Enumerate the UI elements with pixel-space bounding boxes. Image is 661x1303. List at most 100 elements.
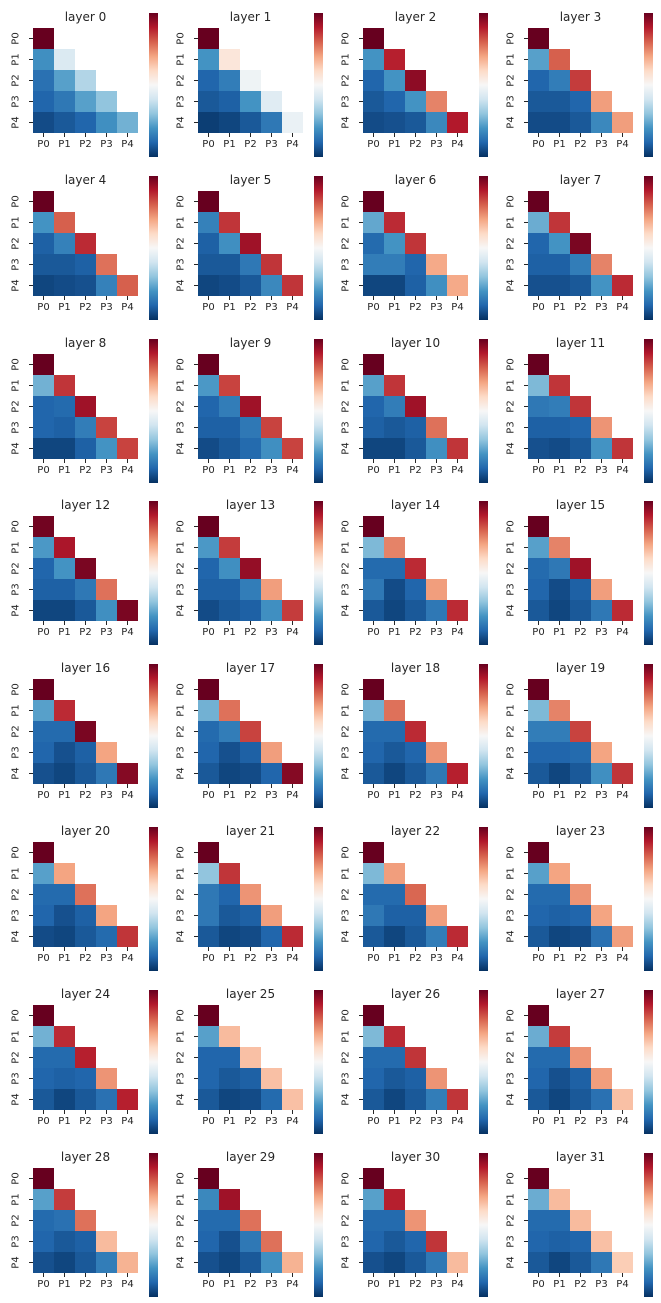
heatmap-cell bbox=[426, 274, 447, 296]
x-axis-tick-labels: P0 P1 P2 P3 P4 bbox=[528, 465, 633, 476]
colorbar bbox=[479, 1152, 488, 1297]
heatmap-cell bbox=[426, 537, 447, 558]
heatmap-cell bbox=[405, 416, 426, 438]
x-tick-mark bbox=[229, 295, 230, 300]
heatmap-cell bbox=[240, 1189, 261, 1210]
x-axis-tick-labels: P0 P1 P2 P3 P4 bbox=[33, 139, 138, 150]
y-tick-mark bbox=[524, 610, 528, 612]
y-tick-mark bbox=[359, 1077, 363, 1079]
heatmap-cell bbox=[54, 232, 75, 254]
x-tick-mark bbox=[394, 1109, 395, 1114]
heatmap-grid bbox=[528, 190, 633, 296]
heatmap-cell bbox=[54, 516, 75, 537]
y-tick-mark bbox=[524, 242, 528, 244]
x-tick-mark bbox=[436, 458, 437, 463]
heatmap-cell bbox=[426, 558, 447, 579]
y-tick-label: P3 bbox=[10, 1072, 22, 1085]
y-tick-label: P4 bbox=[340, 116, 352, 129]
heatmap-cell bbox=[75, 700, 96, 721]
heatmap-panel-8: layer 8 P0 P1 P2 P3 P4 P0 P1 P2 P3 P4 bbox=[0, 326, 165, 489]
y-tick-mark bbox=[359, 851, 363, 853]
heatmap-cell bbox=[54, 1025, 75, 1047]
heatmap-cell bbox=[219, 1188, 240, 1210]
heatmap-cell bbox=[570, 904, 591, 926]
panel-title: layer 12 bbox=[60, 498, 111, 513]
x-tick-label: P1 bbox=[553, 1115, 566, 1127]
y-tick-mark bbox=[194, 526, 198, 528]
heatmap-cell bbox=[405, 112, 426, 133]
x-tick-label: P0 bbox=[532, 627, 545, 639]
heatmap-cell bbox=[612, 417, 633, 438]
heatmap-grid bbox=[33, 28, 138, 133]
heatmap-cell bbox=[549, 374, 570, 396]
heatmap-cell bbox=[384, 49, 405, 70]
y-tick-label: P4 bbox=[10, 441, 22, 455]
heatmap-cell bbox=[528, 1230, 549, 1252]
x-tick-mark bbox=[538, 1109, 539, 1114]
y-tick-mark bbox=[359, 447, 363, 449]
heatmap-cell bbox=[54, 600, 75, 622]
heatmap-panel-6: layer 6 P0 P1 P2 P3 P4 P0 P1 P2 P3 P4 bbox=[330, 163, 495, 326]
x-tick-label: P2 bbox=[79, 301, 92, 313]
x-tick-label: P3 bbox=[100, 790, 113, 802]
heatmap-cell bbox=[384, 354, 405, 375]
y-tick-label: P2 bbox=[10, 74, 22, 87]
y-tick-label: P0 bbox=[175, 846, 187, 859]
y-tick-mark bbox=[524, 1219, 528, 1221]
heatmap-cell bbox=[528, 537, 549, 559]
y-tick-label: P2 bbox=[10, 1051, 22, 1064]
heatmap-cell bbox=[612, 1189, 633, 1210]
y-tick-label: P1 bbox=[505, 541, 517, 555]
heatmap-grid bbox=[198, 841, 303, 947]
x-tick-mark bbox=[127, 621, 128, 626]
y-tick-label: P0 bbox=[505, 1009, 517, 1022]
x-tick-label: P3 bbox=[100, 301, 113, 313]
heatmap-cell bbox=[75, 1088, 96, 1110]
y-tick-label: P3 bbox=[340, 746, 352, 759]
heatmap-cell bbox=[33, 49, 54, 70]
x-tick-mark bbox=[208, 295, 209, 300]
x-tick-mark bbox=[436, 784, 437, 789]
heatmap-panel-18: layer 18 P0 P1 P2 P3 P4 P0 P1 P2 P3 P4 bbox=[330, 651, 495, 814]
heatmap-cell bbox=[96, 253, 117, 275]
heatmap-cell bbox=[549, 70, 570, 91]
panel-title: layer 21 bbox=[225, 823, 276, 838]
colorbar bbox=[644, 13, 653, 157]
y-tick-mark bbox=[359, 589, 363, 591]
heatmap-cell bbox=[261, 70, 282, 91]
heatmap-cell bbox=[261, 884, 282, 905]
x-tick-mark bbox=[538, 621, 539, 626]
colorbar bbox=[479, 989, 488, 1134]
heatmap-panel-14: layer 14 P0 P1 P2 P3 P4 P0 P1 P2 P3 P4 bbox=[330, 488, 495, 651]
heatmap-cell bbox=[447, 1168, 468, 1189]
x-axis-tick-labels: P0 P1 P2 P3 P4 bbox=[528, 790, 633, 801]
x-tick-mark bbox=[580, 1272, 581, 1277]
heatmap-cell bbox=[33, 1167, 54, 1189]
heatmap-cell bbox=[261, 253, 282, 275]
heatmap-panel-21: layer 21 P0 P1 P2 P3 P4 P0 P1 P2 P3 P4 bbox=[165, 814, 330, 977]
heatmap-cell bbox=[198, 395, 219, 417]
y-tick-mark bbox=[524, 752, 528, 754]
heatmap-cell bbox=[261, 558, 282, 579]
x-tick-mark bbox=[394, 133, 395, 137]
y-tick-mark bbox=[359, 284, 363, 286]
x-tick-mark bbox=[622, 946, 623, 951]
x-tick-mark bbox=[292, 458, 293, 463]
y-tick-label: P0 bbox=[175, 1009, 187, 1022]
heatmap-cell bbox=[198, 253, 219, 275]
x-tick-label: P3 bbox=[265, 139, 278, 150]
heatmap-cell bbox=[549, 416, 570, 438]
y-tick-mark bbox=[194, 101, 198, 102]
x-tick-label: P0 bbox=[37, 464, 50, 476]
y-tick-label: P0 bbox=[10, 357, 22, 371]
x-tick-label: P3 bbox=[430, 1278, 443, 1290]
heatmap-cell bbox=[405, 600, 426, 622]
heatmap-cell bbox=[33, 353, 54, 375]
x-axis-tick-labels: P0 P1 P2 P3 P4 bbox=[363, 627, 468, 638]
heatmap-cell bbox=[96, 49, 117, 70]
y-tick-mark bbox=[524, 526, 528, 528]
x-tick-mark bbox=[106, 133, 107, 137]
x-tick-mark bbox=[43, 295, 44, 300]
heatmap-cell bbox=[282, 600, 303, 622]
